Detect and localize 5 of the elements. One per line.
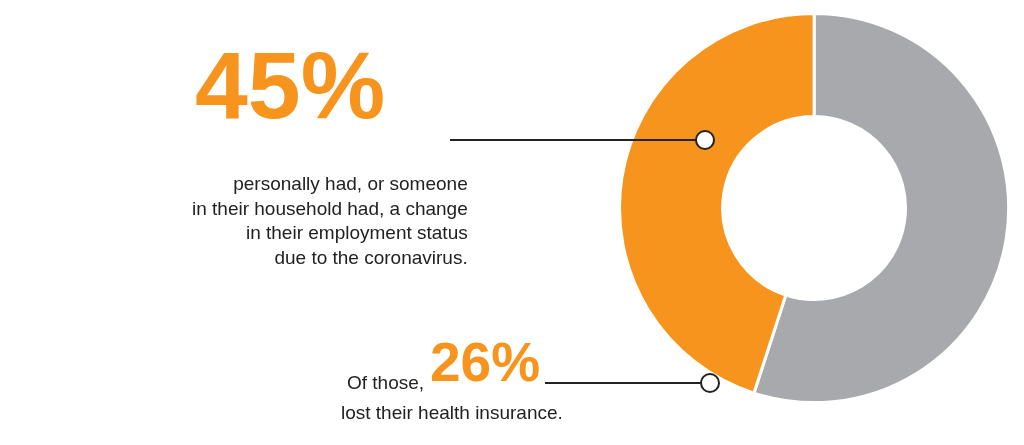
- text: 45%: [195, 32, 386, 138]
- text: lost their health insurance.: [341, 402, 563, 423]
- text: 26%: [430, 331, 541, 393]
- text: personally had, or someone in their household had, a change in their employment status due to the coronavirus.: [192, 173, 468, 269]
- text: Of those,: [347, 372, 425, 393]
